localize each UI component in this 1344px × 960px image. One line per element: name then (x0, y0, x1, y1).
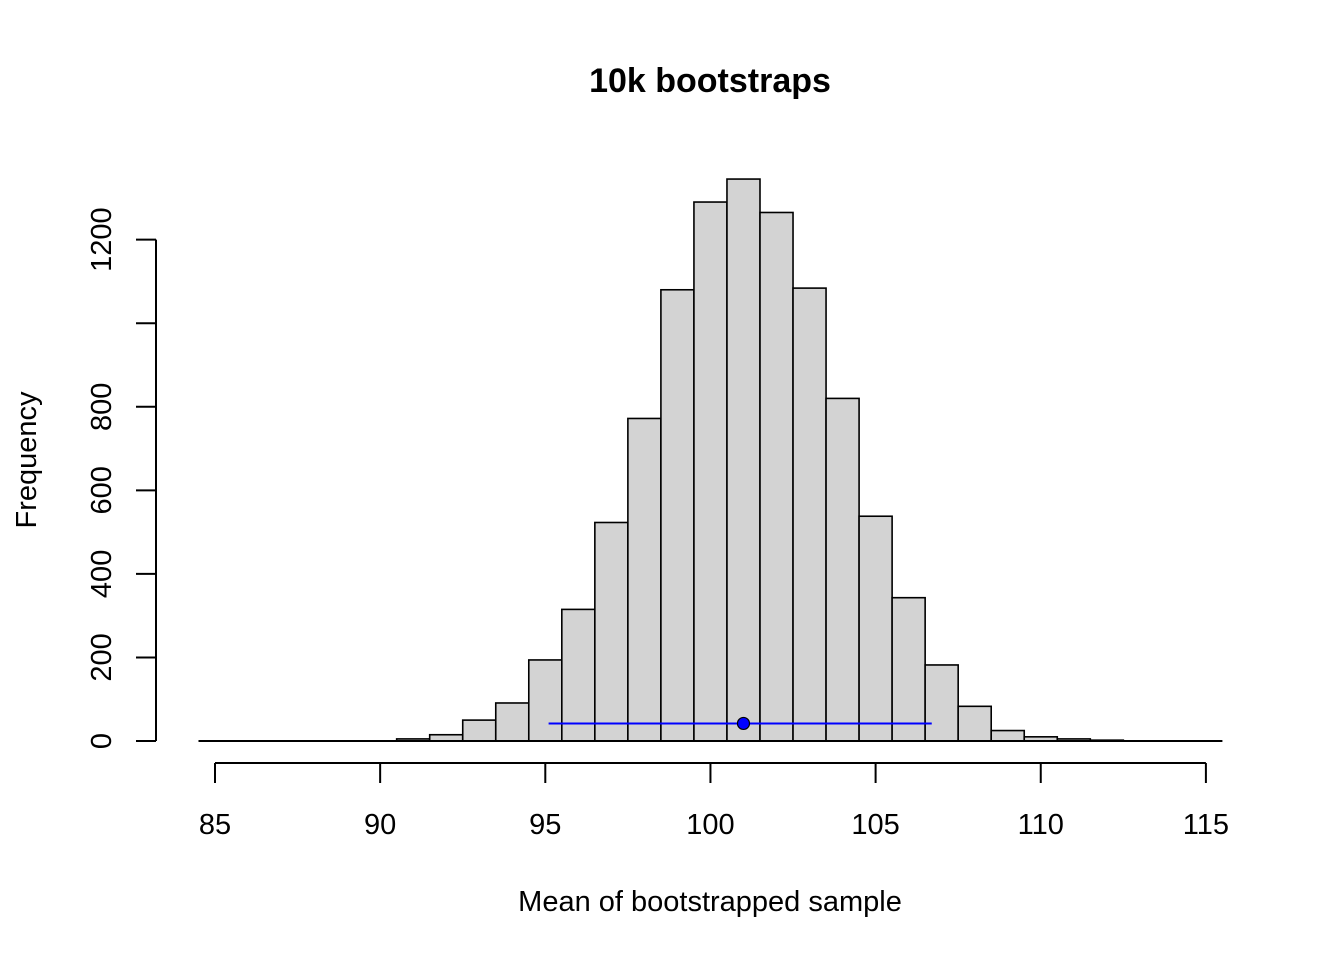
histogram-bar-21 (891, 596, 926, 742)
x-tick-label: 115 (1183, 809, 1229, 841)
histogram-bar-15 (693, 201, 728, 742)
x-tick-label: 100 (686, 809, 734, 841)
y-tick-label: 600 (86, 466, 118, 514)
x-tick-label: 110 (1018, 809, 1064, 841)
y-tick-label: 400 (86, 550, 118, 598)
histogram-bar-24 (990, 729, 1026, 742)
histogram-bar-19 (825, 397, 860, 742)
histogram-bar-22 (924, 664, 959, 742)
histogram-bar-8 (461, 719, 497, 742)
histogram-bar-14 (660, 288, 695, 742)
histogram-bar-18 (792, 287, 827, 742)
x-tick-label: 90 (364, 809, 396, 841)
x-axis: 85 90 95 100 105 110 115 (199, 762, 1229, 841)
y-axis-label: Frequency (11, 391, 43, 529)
y-tick-label: 1200 (86, 207, 118, 272)
y-tick-label: 200 (86, 633, 118, 681)
chart-title: 10k bootstraps (589, 62, 831, 100)
histogram-bar-10 (527, 659, 563, 742)
histogram-bar-23 (957, 705, 993, 742)
histogram-bar-13 (627, 417, 662, 742)
y-tick-label: 800 (86, 383, 118, 431)
histogram-bar-20 (858, 515, 893, 742)
x-axis-label: Mean of bootstrapped sample (518, 886, 902, 918)
point-estimate-marker (736, 716, 751, 731)
y-axis: 0 200 400 600 800 1200 (86, 207, 157, 749)
histogram-bar-16 (726, 178, 761, 742)
histogram-bar-11 (561, 608, 596, 742)
y-tick-label: 0 (86, 733, 118, 749)
histogram-bar-12 (594, 521, 629, 742)
histogram-bar-9 (494, 702, 530, 742)
x-tick-label: 105 (851, 809, 899, 841)
histogram-bar-17 (759, 211, 794, 742)
x-tick-label: 95 (529, 809, 561, 841)
histogram-bars (395, 178, 1125, 742)
x-tick-label: 85 (199, 809, 231, 841)
confidence-interval (548, 716, 932, 731)
